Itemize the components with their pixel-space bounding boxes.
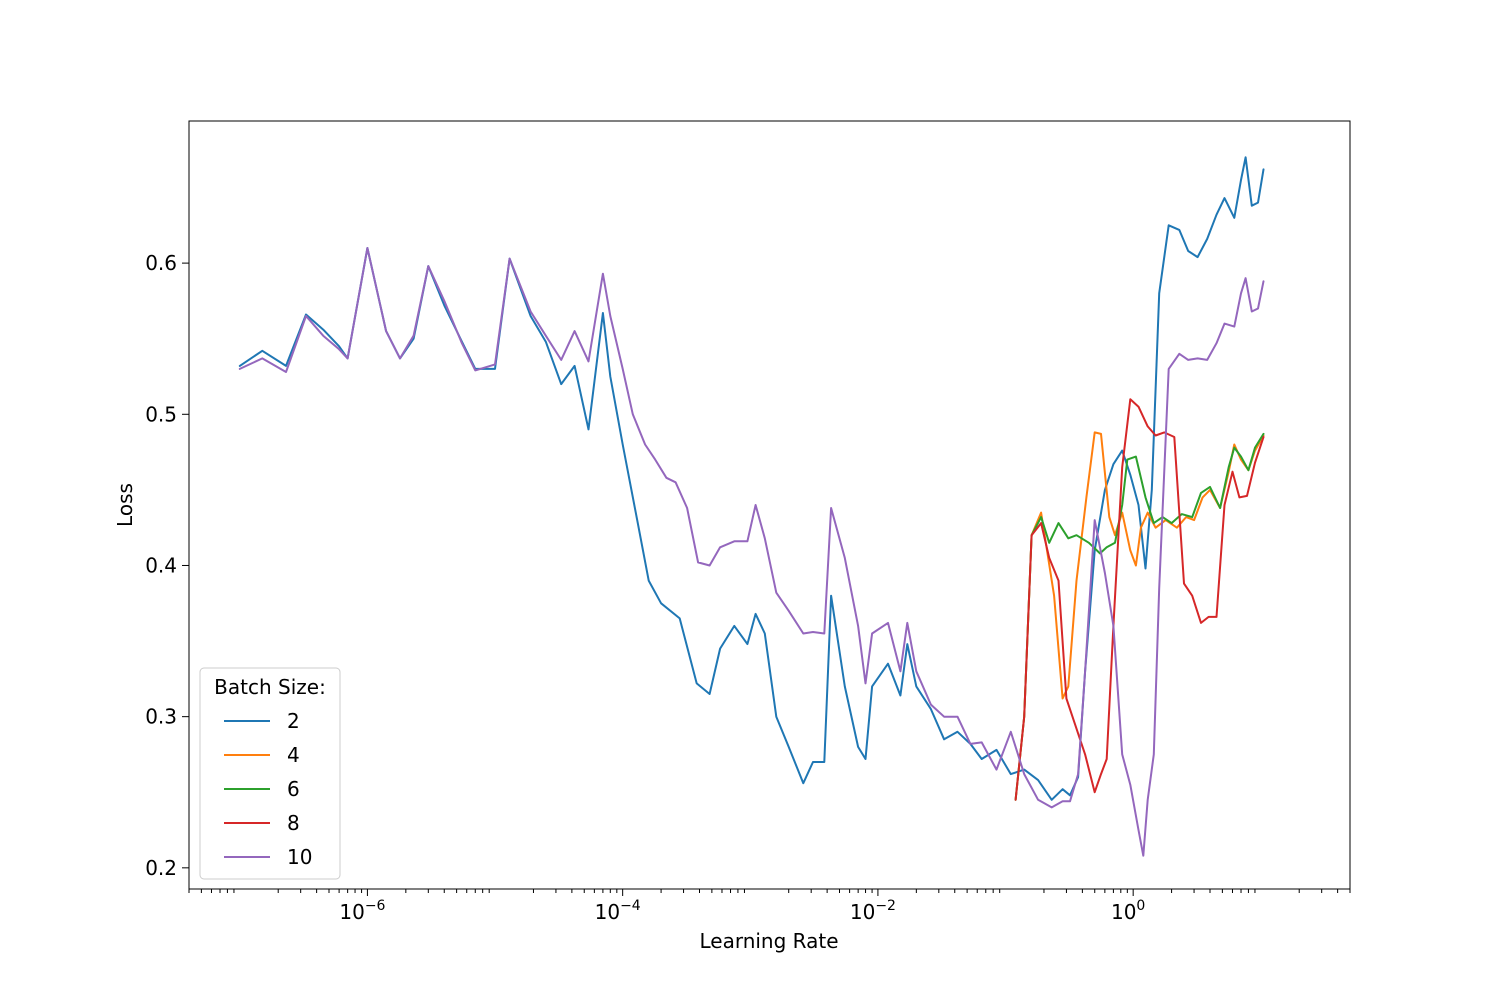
y-axis: 0.2 0.3 0.4 0.5 0.6 [145,251,189,880]
x-axis: 10−6 10−4 10−2 100 [188,889,1351,924]
y-tick-label: 0.2 [145,856,177,880]
y-tick-label: 0.3 [145,705,177,729]
legend-title: Batch Size: [214,675,326,699]
y-tick-label: 0.4 [145,553,177,577]
x-tick-label: 10−4 [595,898,641,924]
series-line-6 [1014,432,1265,801]
y-tick-label: 0.5 [145,402,177,426]
x-tick-label: 10−2 [850,898,896,924]
legend: Batch Size: 2 4 6 8 10 [199,667,341,880]
legend-label-10: 10 [287,845,312,869]
legend-box [199,667,341,880]
y-tick-label: 0.6 [145,251,177,275]
legend-label-2: 2 [287,709,300,733]
axes-background [189,121,1350,889]
series-line-10 [238,247,1265,857]
y-axis-label: Loss [113,483,137,527]
x-tick-label: 100 [1111,898,1145,924]
axes-frame [188,120,1351,890]
legend-label-4: 4 [287,743,300,767]
plot-area [189,121,1350,889]
legend-label-8: 8 [287,811,300,835]
x-axis-label: Learning Rate [699,929,838,953]
legend-label-6: 6 [287,777,300,801]
series-line-8 [1014,398,1265,801]
x-tick-label: 10−6 [339,898,385,924]
series-layer [238,156,1265,857]
